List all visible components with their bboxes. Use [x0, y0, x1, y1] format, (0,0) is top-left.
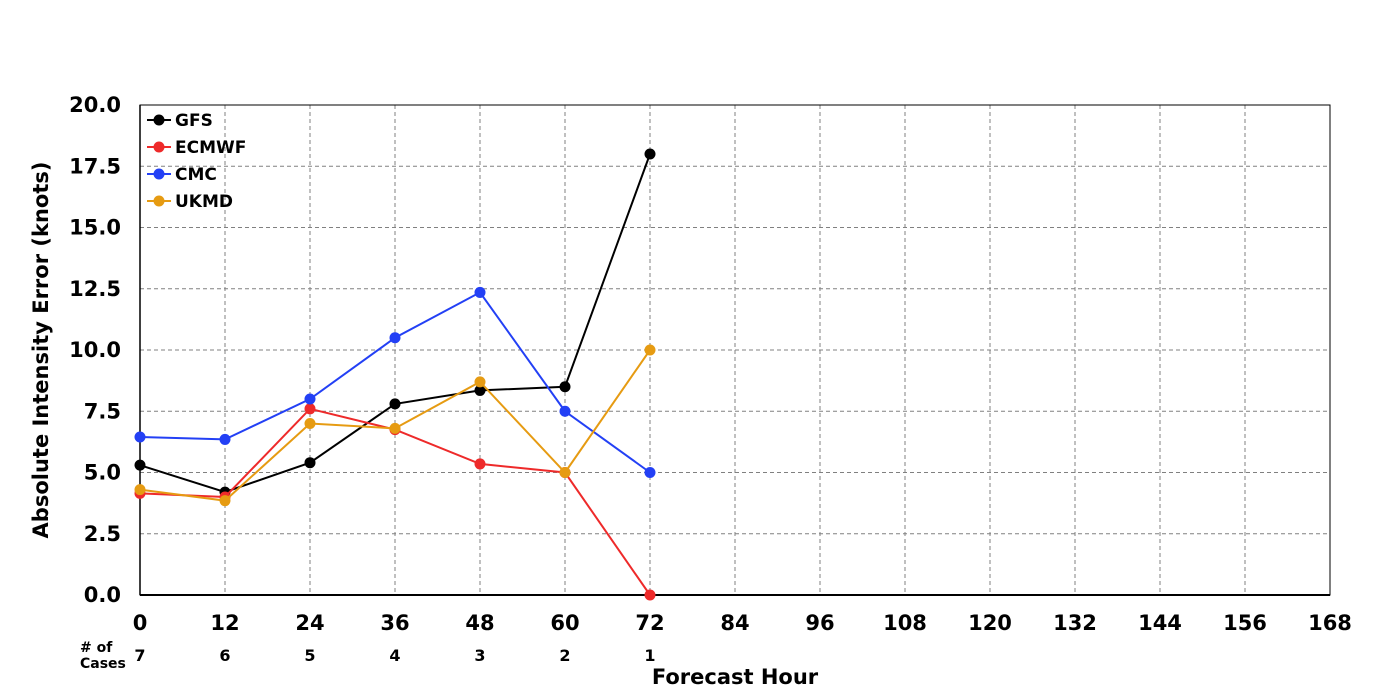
data-point-ukmd	[474, 376, 486, 388]
data-point-gfs	[389, 398, 401, 410]
x-tick-label: 144	[1138, 611, 1182, 635]
x-tick-label: 168	[1308, 611, 1352, 635]
data-point-cmc	[644, 467, 656, 478]
x-tick-label: 96	[805, 611, 834, 635]
x-tick-label: 84	[720, 611, 749, 635]
legend-label: UKMD	[175, 192, 233, 212]
legend-item-ukmd: UKMD	[147, 192, 233, 212]
y-tick-label: 2.5	[84, 522, 121, 546]
grid	[140, 105, 1330, 595]
data-point-cmc	[304, 393, 316, 405]
y-axis-label: Absolute Intensity Error (knots)	[29, 162, 53, 539]
legend-label: GFS	[175, 111, 213, 131]
data-point-gfs	[644, 148, 656, 160]
x-axis-label: Forecast Hour	[652, 665, 819, 689]
legend-label: CMC	[175, 165, 217, 185]
data-point-ecmwf	[304, 403, 316, 415]
data-point-cmc	[559, 405, 571, 417]
y-tick-label: 20.0	[69, 93, 121, 117]
data-point-gfs	[474, 384, 486, 396]
legend-item-ecmwf: ECMWF	[147, 138, 246, 158]
x-tick-label: 156	[1223, 611, 1267, 635]
x-tick-label: 132	[1053, 611, 1097, 635]
legend-swatch-marker	[153, 168, 165, 180]
case-count: 6	[219, 646, 230, 665]
y-tick-label: 5.0	[84, 461, 121, 485]
x-tick-label: 72	[635, 611, 664, 635]
y-tick-label: 0.0	[84, 583, 121, 607]
y-tick-label: 15.0	[69, 216, 121, 240]
x-tick-labels: 0 12 24 36 48 60 72 84 96 108 120 132 144 156 168	[133, 611, 1352, 635]
data-point-cmc	[474, 286, 486, 298]
x-tick-label: 120	[968, 611, 1012, 635]
data-point-ecmwf	[474, 458, 486, 470]
data-point-ukmd	[559, 467, 571, 478]
x-tick-label: 12	[210, 611, 239, 635]
x-tick-label: 108	[883, 611, 927, 635]
data-point-gfs	[559, 381, 571, 393]
data-point-ukmd	[219, 495, 231, 507]
case-count: 1	[644, 646, 655, 665]
y-tick-labels: 0.0 2.5 5.0 7.5 10.0 12.5 15.0 17.5 20.0	[69, 93, 121, 607]
data-point-cmc	[389, 332, 401, 344]
legend-swatch-marker	[153, 195, 165, 207]
data-point-cmc	[219, 433, 231, 445]
legend-item-gfs: GFS	[147, 111, 213, 131]
case-count: 4	[389, 646, 400, 665]
cases-label-line2: Cases	[80, 656, 126, 672]
data-point-ecmwf	[644, 589, 656, 601]
data-point-ukmd	[644, 344, 656, 356]
y-tick-label: 10.0	[69, 338, 121, 362]
legend: GFS ECMWF CMC UKMD	[147, 111, 246, 212]
series-cmc	[134, 286, 656, 478]
y-tick-label: 7.5	[84, 399, 121, 423]
data-point-ukmd	[134, 484, 146, 496]
legend-item-cmc: CMC	[147, 165, 217, 185]
legend-swatch-marker	[153, 114, 165, 126]
data-point-ukmd	[304, 418, 316, 429]
data-point-ukmd	[389, 422, 401, 434]
data-point-cmc	[134, 431, 146, 443]
case-count: 2	[559, 646, 570, 665]
series-layer	[134, 148, 656, 601]
data-point-gfs	[134, 459, 146, 471]
x-tick-label: 24	[295, 611, 324, 635]
x-tick-label: 36	[380, 611, 409, 635]
legend-label: ECMWF	[175, 138, 246, 158]
data-point-gfs	[304, 457, 316, 469]
x-tick-label: 0	[133, 611, 148, 635]
x-tick-label: 48	[465, 611, 494, 635]
cases-label-line1: # of	[80, 640, 113, 656]
y-tick-label: 12.5	[69, 277, 121, 301]
case-counts: 7 6 5 4 3 2 1	[134, 646, 655, 665]
case-count: 3	[474, 646, 485, 665]
legend-swatch-marker	[153, 141, 165, 153]
x-tick-label: 60	[550, 611, 579, 635]
case-count: 5	[304, 646, 315, 665]
case-count: 7	[134, 646, 145, 665]
y-tick-label: 17.5	[69, 154, 121, 178]
series-ukmd	[134, 344, 656, 507]
